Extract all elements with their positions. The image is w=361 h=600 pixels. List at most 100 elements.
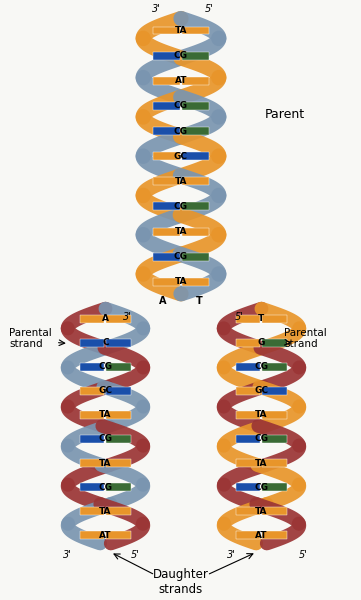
Text: 3': 3' bbox=[123, 311, 132, 322]
Text: 3': 3' bbox=[152, 4, 161, 14]
Bar bbox=[182, 52, 209, 59]
Text: AT: AT bbox=[175, 76, 187, 85]
Bar bbox=[236, 314, 261, 323]
Bar bbox=[236, 507, 261, 515]
Bar bbox=[153, 52, 180, 59]
Bar bbox=[182, 178, 209, 185]
Text: GC: GC bbox=[174, 152, 188, 161]
Bar bbox=[153, 152, 180, 160]
Text: 3': 3' bbox=[63, 550, 72, 560]
Text: CG: CG bbox=[255, 362, 269, 371]
Bar bbox=[106, 363, 131, 371]
Bar bbox=[182, 152, 209, 160]
Text: G: G bbox=[258, 338, 265, 347]
Bar bbox=[80, 531, 104, 539]
Text: TA: TA bbox=[255, 458, 268, 467]
Bar bbox=[182, 227, 209, 236]
Text: A: A bbox=[159, 296, 167, 306]
Text: Daughter
strands: Daughter strands bbox=[153, 568, 209, 596]
Text: GC: GC bbox=[255, 386, 269, 395]
Bar bbox=[153, 77, 180, 85]
Text: TA: TA bbox=[175, 177, 187, 186]
Bar bbox=[236, 363, 261, 371]
Text: AT: AT bbox=[255, 531, 268, 540]
Bar bbox=[153, 178, 180, 185]
Text: GC: GC bbox=[99, 386, 113, 395]
Bar bbox=[106, 314, 131, 323]
Text: Parental
strand: Parental strand bbox=[9, 328, 52, 349]
Text: TA: TA bbox=[99, 410, 112, 419]
Bar bbox=[153, 202, 180, 211]
Text: CG: CG bbox=[174, 252, 188, 261]
Text: TA: TA bbox=[99, 458, 112, 467]
Bar bbox=[106, 339, 131, 347]
Bar bbox=[106, 459, 131, 467]
Bar bbox=[182, 202, 209, 211]
Bar bbox=[80, 411, 104, 419]
Text: 5': 5' bbox=[299, 550, 308, 560]
Bar bbox=[262, 435, 287, 443]
Text: CG: CG bbox=[99, 482, 113, 491]
Bar bbox=[182, 102, 209, 110]
Bar bbox=[262, 339, 287, 347]
Bar bbox=[106, 507, 131, 515]
Text: 5': 5' bbox=[235, 311, 244, 322]
Bar bbox=[153, 26, 180, 34]
Bar bbox=[236, 531, 261, 539]
Text: CG: CG bbox=[174, 51, 188, 60]
Text: Parent: Parent bbox=[265, 109, 305, 121]
Text: Parental
strand: Parental strand bbox=[284, 328, 327, 349]
Bar bbox=[262, 483, 287, 491]
Bar bbox=[262, 459, 287, 467]
Text: TA: TA bbox=[175, 26, 187, 35]
Text: TA: TA bbox=[255, 506, 268, 515]
Text: C: C bbox=[102, 338, 109, 347]
Bar bbox=[236, 483, 261, 491]
Text: TA: TA bbox=[99, 506, 112, 515]
Bar bbox=[80, 459, 104, 467]
Bar bbox=[80, 507, 104, 515]
Text: CG: CG bbox=[174, 127, 188, 136]
Bar bbox=[153, 253, 180, 261]
Bar bbox=[262, 531, 287, 539]
Text: 5': 5' bbox=[204, 4, 213, 14]
Text: CG: CG bbox=[255, 434, 269, 443]
Bar bbox=[262, 411, 287, 419]
Text: CG: CG bbox=[255, 482, 269, 491]
Bar bbox=[106, 435, 131, 443]
Bar bbox=[153, 227, 180, 236]
Bar bbox=[80, 339, 104, 347]
Bar bbox=[106, 531, 131, 539]
Bar bbox=[80, 363, 104, 371]
Text: TA: TA bbox=[175, 227, 187, 236]
Bar bbox=[182, 26, 209, 34]
Bar bbox=[153, 102, 180, 110]
Text: TA: TA bbox=[175, 277, 187, 286]
Text: CG: CG bbox=[99, 362, 113, 371]
Bar bbox=[182, 278, 209, 286]
Text: 3': 3' bbox=[227, 550, 236, 560]
Bar bbox=[236, 339, 261, 347]
Text: CG: CG bbox=[174, 101, 188, 110]
Bar bbox=[80, 314, 104, 323]
Bar bbox=[236, 459, 261, 467]
Text: T: T bbox=[196, 296, 202, 306]
Bar bbox=[80, 435, 104, 443]
Bar bbox=[182, 127, 209, 135]
Text: T: T bbox=[258, 314, 265, 323]
Bar bbox=[262, 507, 287, 515]
Bar bbox=[262, 363, 287, 371]
Bar bbox=[153, 127, 180, 135]
Bar bbox=[153, 278, 180, 286]
Text: A: A bbox=[102, 314, 109, 323]
Text: CG: CG bbox=[99, 434, 113, 443]
Bar bbox=[80, 483, 104, 491]
Bar bbox=[182, 253, 209, 261]
Text: 5': 5' bbox=[131, 550, 140, 560]
Bar bbox=[106, 387, 131, 395]
Bar bbox=[262, 387, 287, 395]
Bar bbox=[182, 77, 209, 85]
Bar bbox=[236, 387, 261, 395]
Bar bbox=[106, 483, 131, 491]
Text: CG: CG bbox=[174, 202, 188, 211]
